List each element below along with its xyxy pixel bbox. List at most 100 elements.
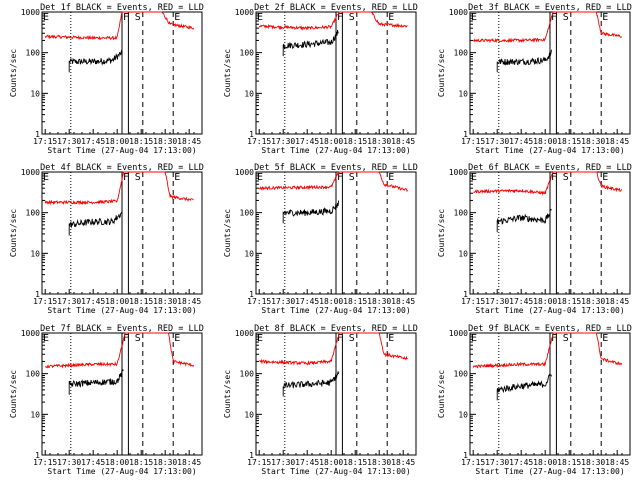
- y-tick-label: 10: [244, 89, 254, 98]
- x-tick-label: 17:45: [81, 137, 105, 146]
- x-tick-label: 18:30: [581, 297, 605, 306]
- marker-label: E: [471, 12, 477, 23]
- x-tick-label: 18:30: [367, 137, 391, 146]
- chart-title: Det 7f BLACK = Events, RED = LLD: [40, 324, 204, 334]
- marker-label: E: [43, 333, 49, 344]
- chart-title: Det 8f BLACK = Events, RED = LLD: [254, 324, 418, 334]
- y-tick-label: 100: [454, 370, 469, 379]
- x-tick-label: 17:30: [485, 297, 509, 306]
- marker-label: E: [388, 12, 394, 23]
- series-events-line: [496, 208, 552, 233]
- x-tick-label: 17:45: [509, 458, 533, 467]
- series-events-line: [68, 368, 124, 395]
- marker-label: F: [551, 12, 557, 23]
- chart-panel-7: Det 7f BLACK = Events, RED = LLD 1 10 100 10…: [9, 324, 204, 476]
- x-axis-label: Start Time (27-Aug-04 17:13:00): [475, 306, 624, 315]
- marker-label: E: [257, 12, 263, 23]
- x-tick-label: 18:15: [557, 297, 581, 306]
- marker-label: E: [388, 333, 394, 344]
- x-tick-label: 17:45: [295, 137, 319, 146]
- chart-panel-2: Det 2f BLACK = Events, RED = LLD 1 10 100 10…: [223, 3, 418, 155]
- series-lld-line: [44, 171, 194, 206]
- x-axis-label: Start Time (27-Aug-04 17:13:00): [261, 467, 410, 476]
- series-lld-line: [45, 332, 195, 369]
- marker-label: E: [43, 172, 49, 183]
- chart-panel-8: Det 8f BLACK = Events, RED = LLD 1 10 100 10…: [223, 324, 418, 476]
- y-tick-label: 1: [463, 130, 468, 139]
- y-axis-label: Counts/sec: [9, 370, 18, 418]
- x-tick-label: 18:00: [533, 297, 557, 306]
- x-tick-label: 18:00: [105, 137, 129, 146]
- marker-label: F: [337, 12, 343, 23]
- marker-label: E: [174, 12, 180, 23]
- y-tick-label: 10: [244, 410, 254, 419]
- chart-title: Det 9f BLACK = Events, RED = LLD: [468, 324, 632, 334]
- y-tick-label: 10: [30, 89, 40, 98]
- marker-label: E: [471, 172, 477, 183]
- x-tick-label: 18:30: [153, 137, 177, 146]
- x-tick-label: 18:30: [367, 458, 391, 467]
- x-tick-label: 18:45: [605, 458, 629, 467]
- y-tick-label: 1: [249, 130, 254, 139]
- x-tick-label: 17:45: [509, 137, 533, 146]
- marker-label: F: [123, 172, 129, 183]
- x-tick-label: 17:15: [33, 458, 57, 467]
- x-tick-label: 18:00: [105, 297, 129, 306]
- x-tick-label: 18:45: [177, 137, 201, 146]
- x-tick-label: 17:15: [33, 297, 57, 306]
- chart-panel-6: Det 6f BLACK = Events, RED = LLD 1 10 100 10…: [437, 163, 632, 315]
- x-tick-label: 18:45: [605, 297, 629, 306]
- x-tick-label: 17:30: [57, 458, 81, 467]
- x-tick-label: 18:45: [177, 297, 201, 306]
- y-tick-label: 1: [35, 290, 40, 299]
- x-tick-label: 18:15: [129, 458, 153, 467]
- y-tick-label: 1000: [235, 168, 254, 177]
- y-tick-label: 1000: [21, 8, 40, 17]
- y-tick-label: 1: [463, 290, 468, 299]
- marker-label: E: [174, 172, 180, 183]
- y-axis-label: Counts/sec: [223, 49, 232, 97]
- series-lld-line: [472, 11, 622, 44]
- marker-label: S: [349, 333, 355, 344]
- y-tick-label: 100: [26, 209, 41, 218]
- x-tick-label: 18:15: [343, 137, 367, 146]
- y-tick-label: 10: [30, 410, 40, 419]
- y-tick-label: 10: [458, 410, 468, 419]
- x-axis-label: Start Time (27-Aug-04 17:13:00): [47, 146, 196, 155]
- series-events-line: [282, 29, 339, 57]
- x-tick-label: 17:30: [271, 458, 295, 467]
- y-tick-label: 1000: [449, 8, 468, 17]
- x-axis-label: Start Time (27-Aug-04 17:13:00): [47, 467, 196, 476]
- series-events-line: [68, 211, 123, 236]
- x-tick-label: 17:15: [247, 458, 271, 467]
- y-tick-label: 1000: [449, 168, 468, 177]
- y-axis-label: Counts/sec: [9, 209, 18, 257]
- series-events-line: [496, 49, 552, 73]
- marker-label: E: [388, 172, 394, 183]
- y-axis-label: Counts/sec: [437, 49, 446, 97]
- x-tick-label: 17:30: [271, 297, 295, 306]
- x-axis-label: Start Time (27-Aug-04 17:13:00): [47, 306, 196, 315]
- x-axis-label: Start Time (27-Aug-04 17:13:00): [475, 146, 624, 155]
- series-events-line: [496, 373, 552, 401]
- y-axis-label: Counts/sec: [223, 209, 232, 257]
- x-tick-label: 17:30: [485, 458, 509, 467]
- series-lld-line: [473, 171, 623, 196]
- y-tick-label: 100: [26, 49, 41, 58]
- x-tick-label: 17:45: [81, 458, 105, 467]
- x-tick-label: 17:30: [271, 137, 295, 146]
- y-tick-label: 1: [249, 451, 254, 460]
- marker-label: E: [602, 172, 608, 183]
- x-tick-label: 17:30: [57, 297, 81, 306]
- y-tick-label: 1000: [235, 329, 254, 338]
- y-axis-label: Counts/sec: [437, 370, 446, 418]
- x-tick-label: 17:45: [81, 297, 105, 306]
- y-tick-label: 100: [240, 370, 255, 379]
- y-tick-label: 1000: [21, 168, 40, 177]
- x-tick-label: 18:30: [581, 137, 605, 146]
- x-tick-label: 18:30: [367, 297, 391, 306]
- y-tick-label: 100: [240, 49, 255, 58]
- x-tick-label: 18:45: [177, 458, 201, 467]
- x-tick-label: 17:30: [57, 137, 81, 146]
